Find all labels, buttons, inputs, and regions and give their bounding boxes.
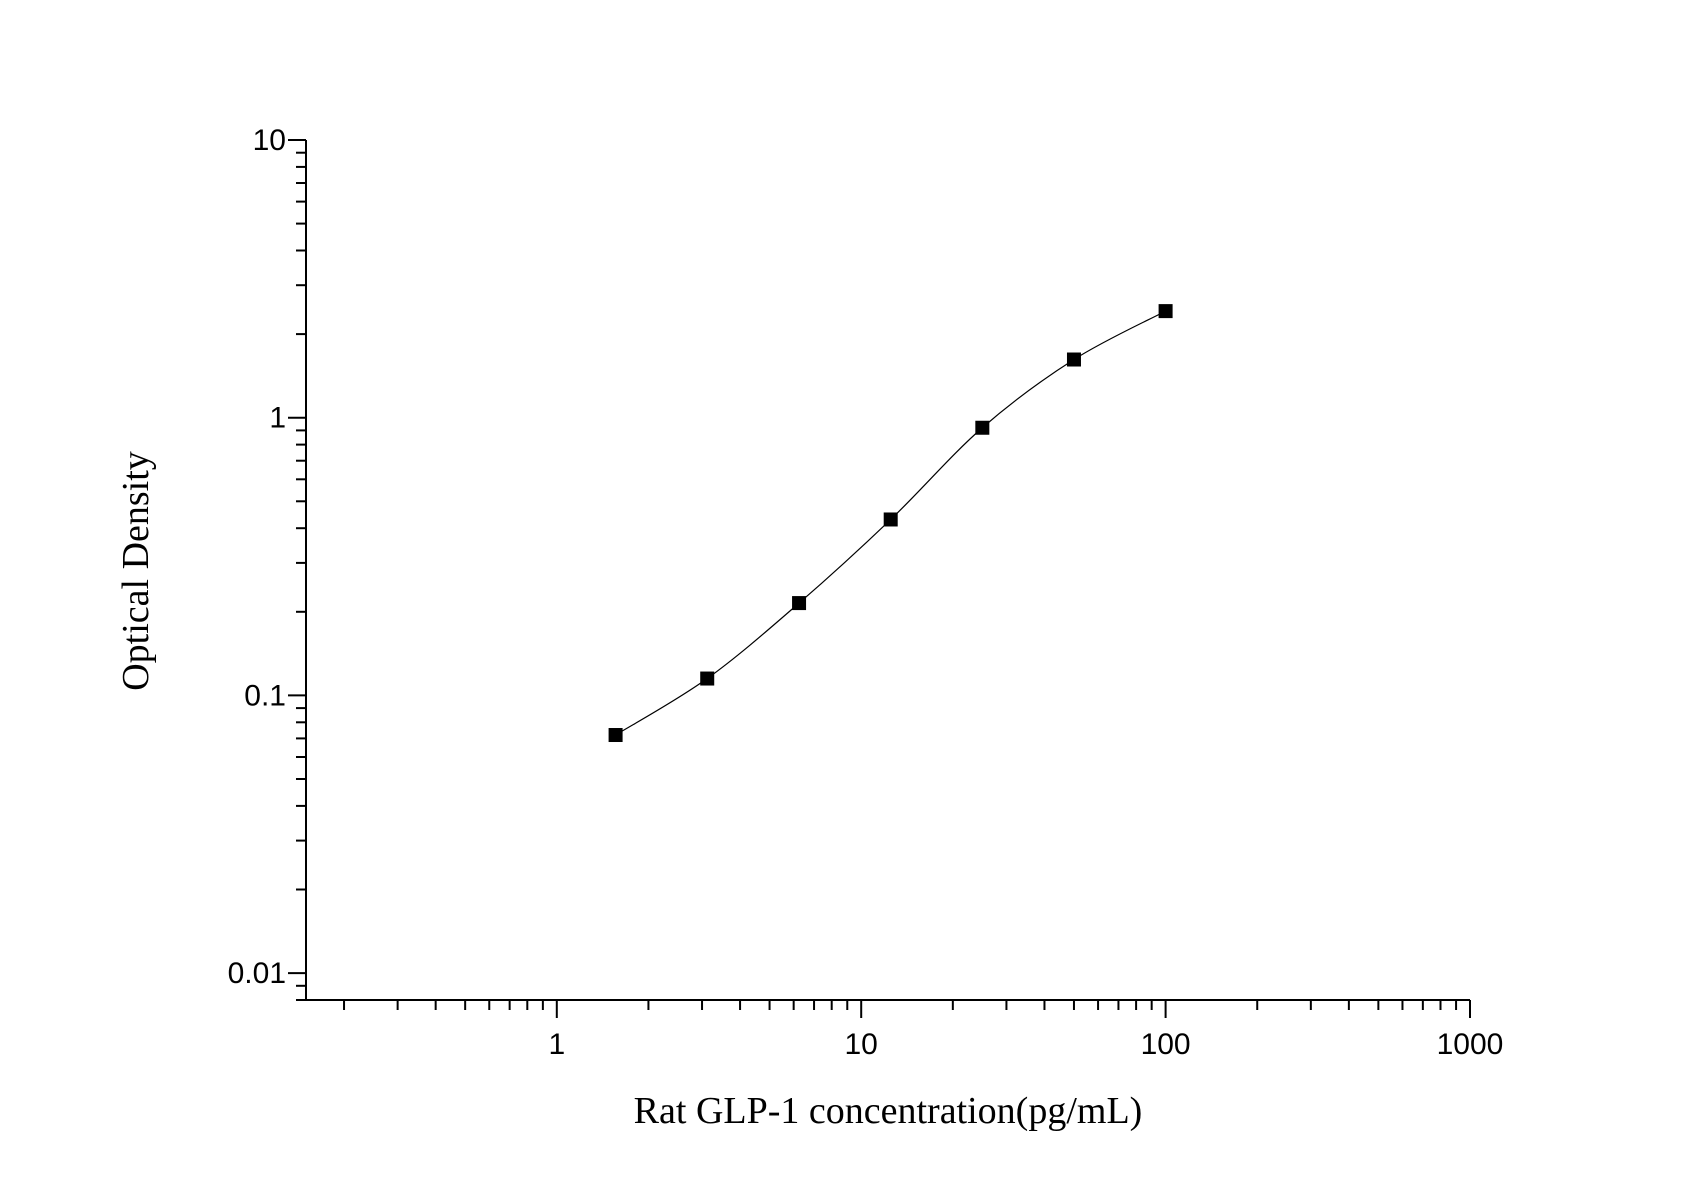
x-tick-label: 1 — [548, 1028, 565, 1061]
data-points — [608, 304, 1173, 743]
y-axis-title: Optical Density — [115, 451, 157, 691]
y-tick-label: 10 — [253, 124, 286, 157]
x-tick-label: 1000 — [1437, 1028, 1504, 1061]
data-point — [608, 728, 623, 743]
data-point — [792, 596, 807, 611]
data-point — [883, 512, 898, 527]
plot-area: 1 10 100 1000 10 1 0.1 0.01 — [228, 124, 1504, 1061]
y-tick-label: 1 — [269, 402, 286, 435]
x-axis-tick-labels: 1 10 100 1000 — [548, 1028, 1503, 1061]
x-tick-label: 10 — [845, 1028, 878, 1061]
x-axis-title: Rat GLP-1 concentration(pg/mL) — [634, 1090, 1143, 1132]
x-axis-ticks — [343, 1000, 1471, 1018]
data-point — [1066, 352, 1081, 367]
y-tick-label: 0.1 — [244, 679, 286, 712]
y-axis-ticks — [288, 139, 306, 1001]
y-axis-tick-labels: 10 1 0.1 0.01 — [228, 124, 286, 990]
data-point — [1158, 304, 1173, 319]
y-tick-label: 0.01 — [228, 957, 286, 990]
data-point — [700, 671, 715, 686]
x-tick-label: 100 — [1141, 1028, 1191, 1061]
data-point — [975, 420, 990, 435]
